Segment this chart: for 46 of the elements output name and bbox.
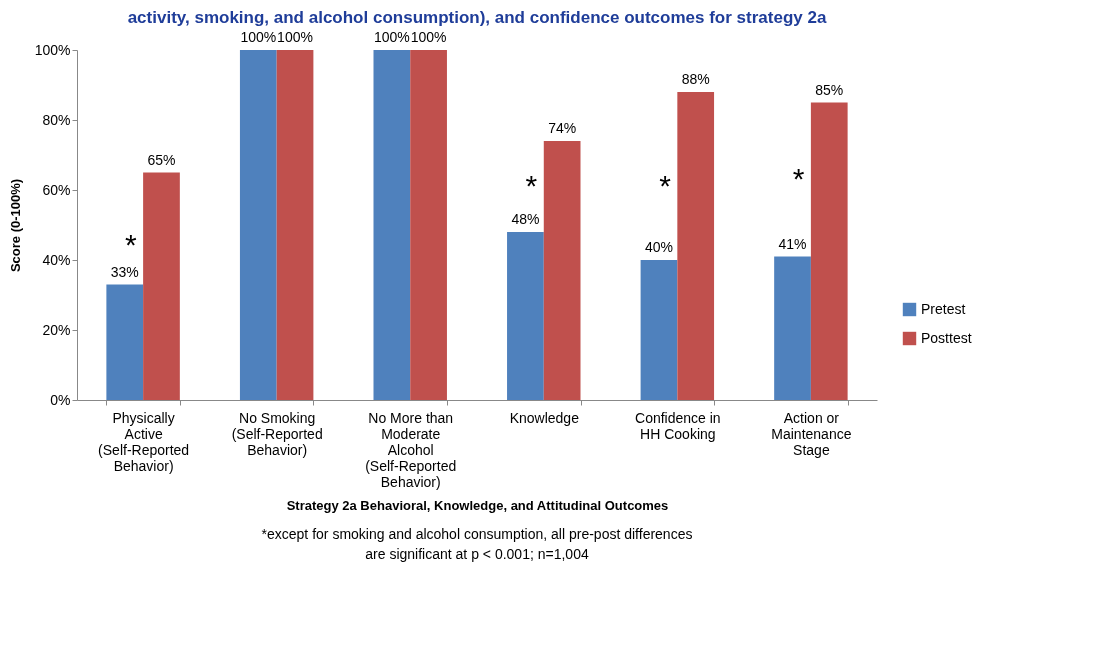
annotation: * (525, 168, 538, 202)
bar (373, 50, 411, 400)
data-label: 65% (147, 151, 176, 168)
y-tick-label: 80% (42, 111, 71, 128)
chart-title: activity, smoking, and alcohol consumption), and confidence outcomes for strategy 2a (127, 8, 827, 27)
bar (543, 141, 581, 400)
y-tick-label: 20% (42, 321, 71, 338)
bar (507, 232, 544, 400)
y-axis-title: Score (0-100%) (7, 178, 23, 273)
text: *except for smoking and alcohol consumption, all pre-post differences are significant at p < 0.001; n=1,004 (261, 526, 693, 562)
legend-label: Pretest (921, 300, 966, 317)
y-tick-label: 60% (42, 181, 71, 198)
bar (810, 102, 848, 400)
annotation: * (792, 161, 805, 195)
data-label: 85% (815, 81, 844, 98)
data-label: 40% (644, 239, 673, 255)
x-tick-label: No Smoking (Self-Reported Behavior) (231, 409, 323, 458)
bar (106, 284, 144, 400)
data-label: 41% (778, 235, 807, 252)
bar (276, 50, 314, 400)
legend-label: Posttest (921, 329, 972, 346)
data-label: 33% (110, 263, 139, 280)
annotation: * (659, 168, 672, 202)
bar (640, 260, 678, 400)
data-label: 100% (277, 29, 313, 45)
bar (774, 256, 811, 400)
data-label: 100% (373, 29, 410, 45)
data-label: 88% (681, 71, 710, 87)
bar (239, 50, 277, 400)
x-tick-label: No More than Moderate Alcohol (Self-Reported Behavior) (365, 409, 457, 490)
y-tick-label: 0% (50, 391, 71, 408)
x-tick-label: Action or Maintenance Stage (771, 409, 852, 458)
y-tick-label: 40% (42, 251, 71, 268)
x-tick-label: Confidence in HH Cooking (635, 409, 721, 442)
bar (677, 92, 715, 400)
bar (410, 50, 447, 400)
x-axis-title: Strategy 2a Behavioral, Knowledge, and Attitudinal Outcomes (286, 497, 669, 513)
data-label: 48% (511, 211, 540, 227)
data-label: 100% (410, 29, 447, 45)
data-label: 100% (240, 29, 277, 45)
y-tick-label: 100% (34, 41, 71, 58)
bar (143, 172, 180, 400)
data-label: 74% (548, 120, 577, 136)
x-tick-label: Physically Active (Self-Reported Behavior) (98, 409, 190, 474)
x-tick-label: Knowledge (509, 409, 580, 426)
annotation: * (124, 228, 137, 261)
